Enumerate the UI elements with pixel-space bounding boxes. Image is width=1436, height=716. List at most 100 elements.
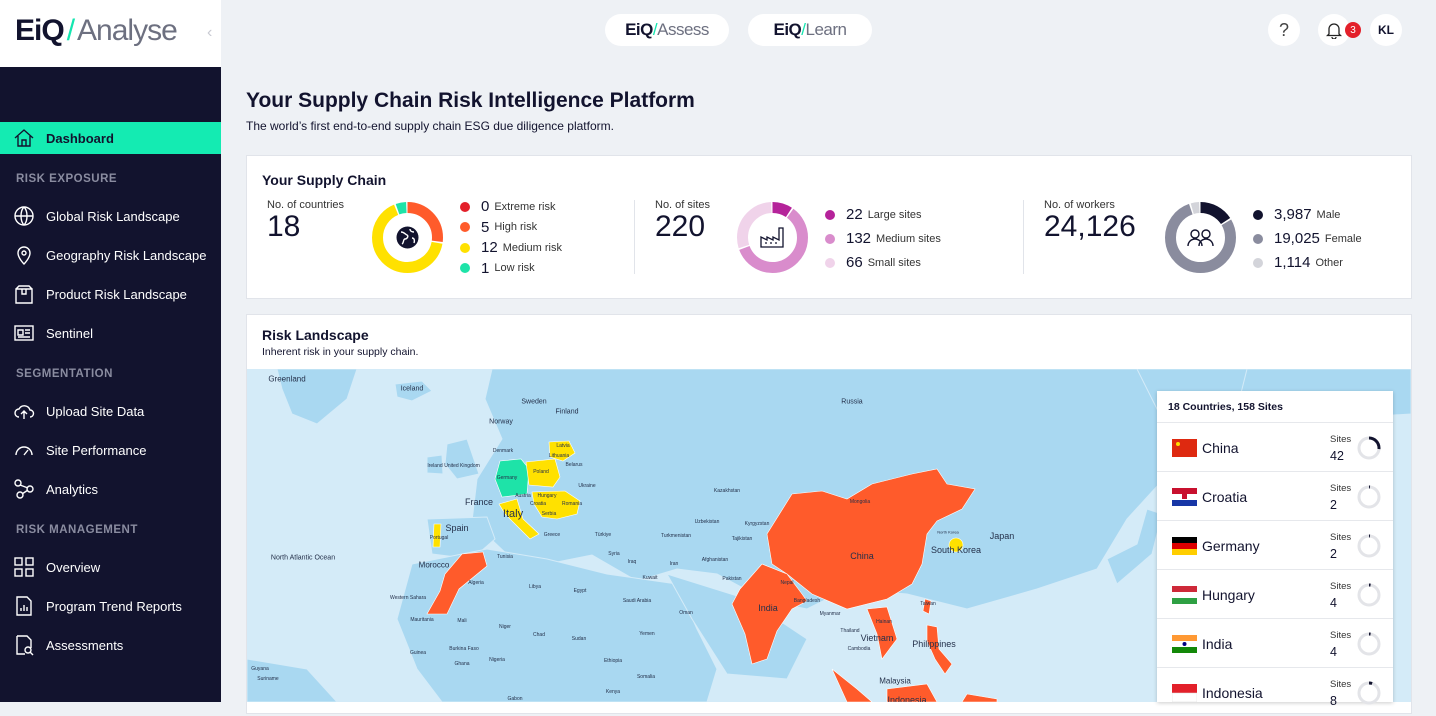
country-taiwan [922, 598, 932, 615]
map-label: Suriname [257, 676, 279, 682]
country-china [766, 468, 976, 610]
map-label: Denmark [492, 448, 514, 454]
country-hungary-romania-serbia [531, 490, 581, 520]
map-label: Burkina Faso [449, 646, 479, 652]
country-row[interactable]: Hungary Sites 4 [1157, 569, 1393, 618]
land-africa [396, 548, 718, 702]
sidebar-item-assessments[interactable]: Assessments [0, 629, 221, 661]
map-label: Mauritania [410, 617, 434, 623]
sidebar-item-geography-risk-landscape[interactable]: Geography Risk Landscape [0, 239, 221, 271]
map-label: Libya [529, 584, 541, 590]
country-row[interactable]: Germany Sites 2 [1157, 520, 1393, 569]
country-baltics [548, 440, 576, 462]
users-icon [1187, 229, 1214, 247]
land-south-america [247, 658, 338, 702]
app-switch-learn[interactable]: EiQ / Learn [748, 14, 872, 46]
map-label: Lithuania [548, 453, 570, 459]
notifications-button[interactable] [1318, 14, 1350, 46]
country-row[interactable]: China Sites 42 [1157, 422, 1393, 471]
sidebar-item-upload-site-data[interactable]: Upload Site Data [0, 395, 221, 427]
legend-item: 1,114 Other [1253, 254, 1343, 271]
logo[interactable]: EiQ / Analyse [15, 14, 178, 47]
legend-item: 66 Small sites [825, 254, 921, 271]
map-label: Bangladesh [793, 598, 821, 604]
box-icon [12, 283, 36, 305]
map-label: Vietnam [860, 633, 894, 643]
sidebar: EiQ / Analyse ‹ Dashboard RISK EXPOSURE Glob… [0, 0, 221, 702]
map-label: Japan [989, 531, 1015, 541]
map-label: Finland [555, 408, 579, 416]
country-philippines [926, 624, 953, 675]
germany-flag [1172, 537, 1197, 555]
sidebar-item-product-risk-landscape[interactable]: Product Risk Landscape [0, 278, 221, 310]
sidebar-item-site-performance[interactable]: Site Performance [0, 434, 221, 466]
sidebar-item-analytics[interactable]: Analytics [0, 473, 221, 505]
logo-area: EiQ / Analyse ‹ [0, 0, 221, 67]
country-portugal [432, 523, 442, 548]
legend-item: 12 Medium risk [460, 239, 562, 256]
sidebar-item-global-risk-landscape[interactable]: Global Risk Landscape [0, 200, 221, 232]
bell-icon [1326, 22, 1342, 39]
legend-dot [1253, 209, 1263, 220]
map-label: Syria [608, 551, 620, 557]
map-label: Türkiye [594, 532, 612, 538]
china-flag [1172, 439, 1197, 457]
country-germany [494, 458, 530, 498]
sidebar-item-dashboard[interactable]: Dashboard [0, 122, 221, 154]
sidebar-item-sentinel[interactable]: Sentinel [0, 317, 221, 349]
map-label: Iceland [400, 385, 424, 393]
map-label: Nigeria [489, 657, 505, 663]
workers-value: 24,126 [1044, 210, 1136, 243]
map-label: Cambodia [847, 646, 871, 652]
map-label: Serbia [541, 511, 557, 517]
risk-landscape-subtitle: Inherent risk in your supply chain. [262, 346, 419, 358]
sites-share-ring [1357, 632, 1381, 656]
map-label: Mongolia [849, 499, 871, 505]
help-button[interactable]: ? [1268, 14, 1300, 46]
map-label: China [850, 551, 874, 561]
map-label: Latvia [556, 443, 570, 449]
map-label: Yemen [639, 631, 655, 637]
map-label: Austria [515, 493, 531, 499]
legend-dot [460, 242, 470, 253]
sidebar-section-heading: SEGMENTATION [16, 368, 113, 380]
map-label: Mali [457, 618, 467, 624]
map-label: Iran [669, 561, 679, 567]
country-poland [525, 458, 561, 488]
country-row[interactable]: Croatia Sites 2 [1157, 471, 1393, 520]
legend-dot [1253, 233, 1263, 244]
donut-segment [1165, 202, 1236, 273]
app-switch-assess[interactable]: EiQ / Assess [605, 14, 729, 46]
country-row[interactable]: Indonesia Sites 8 [1157, 667, 1393, 716]
map-label: Poland [533, 469, 549, 475]
country-morocco [426, 551, 488, 615]
map-label: Niger [499, 624, 511, 630]
map-label: Romania [561, 501, 583, 507]
map-label: Sweden [521, 398, 547, 406]
sites-share-ring [1357, 583, 1381, 607]
sites-share-ring [1357, 436, 1381, 460]
sidebar-section-heading: RISK EXPOSURE [16, 173, 118, 185]
supply-chain-title: Your Supply Chain [262, 172, 387, 188]
legend-dot [825, 257, 835, 268]
map-label: Philippines [912, 639, 956, 649]
map-label: Russia [841, 398, 863, 406]
collapse-sidebar-chevron-icon[interactable]: ‹ [207, 24, 213, 41]
land-iceland [394, 380, 433, 402]
sites-share-ring [1357, 534, 1381, 558]
gauge-icon [12, 439, 36, 461]
sidebar-item-program-trend-reports[interactable]: Program Trend Reports [0, 590, 221, 622]
sidebar-item-overview[interactable]: Overview [0, 551, 221, 583]
donut-segment [372, 202, 443, 273]
divider [1023, 200, 1024, 274]
country-row[interactable]: India Sites 4 [1157, 618, 1393, 667]
user-avatar[interactable]: KL [1370, 14, 1402, 46]
legend-dot [1253, 257, 1263, 268]
legend-dot [825, 233, 835, 244]
legend-item: 132 Medium sites [825, 230, 941, 247]
country-south-korea [948, 537, 964, 553]
map-label: Iraq [627, 559, 637, 565]
divider [634, 200, 635, 274]
map-label: Kenya [605, 689, 621, 695]
notification-badge: 3 [1345, 22, 1361, 38]
